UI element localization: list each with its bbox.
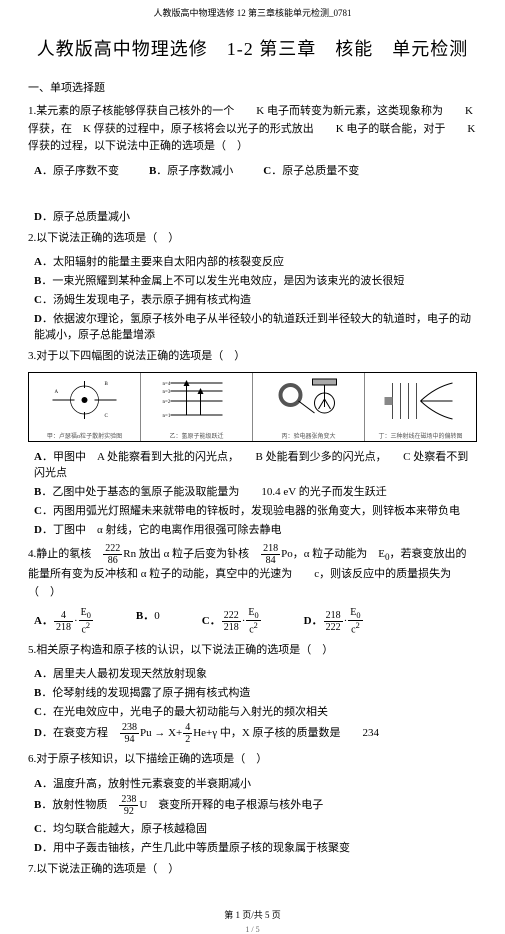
- option: A．太阳辐射的能量主要来自太阳内部的核裂变反应: [34, 253, 477, 269]
- question: 7.以下说法正确的选项是（ ）: [28, 861, 477, 879]
- option-row: A．原子序数不变 B．原子序数减小 C．原子总质量不变 D．原子总质量减小: [34, 162, 477, 224]
- section-heading: 一、单项选择题: [28, 79, 477, 95]
- option: A．甲图中 A 处能察看到大批的闪光点， B 处能看到少多的闪光点， C 处察看…: [34, 448, 477, 480]
- page-footer: 第 1 页/共 5 页: [28, 908, 477, 921]
- panel-caption: 丙：验电器张角变大: [255, 431, 362, 440]
- question: 5.相关原子构造和原子核的认识，以下说法正确的选项是（ ） A．居里夫人最初发现天…: [28, 642, 477, 746]
- svg-text:C: C: [105, 414, 109, 419]
- option: B．乙图中处于基态的氢原子能汲取能量为 10.4 eV 的光子而发生跃迁: [34, 483, 477, 499]
- page-title: 人教版高中物理选修 1-2 第三章 核能 单元检测: [28, 35, 477, 61]
- option: B．0: [136, 607, 160, 635]
- option: D．用中子轰击铀核，产生几此中等质量原子核的现象属于核聚变: [34, 839, 477, 855]
- diagram-panels: A B C 甲：卢瑟福α粒子散射实验图 n=4 n=3 n=2 n=1 乙：氢原…: [28, 372, 477, 442]
- question: 2.以下说法正确的选项是（ ） A．太阳辐射的能量主要来自太阳内部的核裂变反应 B．…: [28, 230, 477, 343]
- option: A．温度升高，放射性元素衰变的半衰期减小: [34, 775, 477, 791]
- question-stem: 5.相关原子构造和原子核的认识，以下说法正确的选项是（ ）: [28, 642, 477, 660]
- svg-text:n=2: n=2: [163, 400, 171, 405]
- option: C．均匀联合能越大，原子核越稳固: [34, 820, 477, 836]
- option: B．伦琴射线的发现揭露了原子拥有核式构造: [34, 684, 477, 700]
- question-stem: 2.以下说法正确的选项是（ ）: [28, 230, 477, 248]
- option: B．放射性物质 23892U 衰变所开释的电子根源与核外电子: [34, 794, 477, 817]
- option: A．4218·E0c2: [34, 607, 94, 635]
- diagram-panel: 丁：三种射线在磁场中的偏转图: [365, 373, 476, 441]
- question-stem: 1.某元素的原子核能够俘获自己核外的一个 K 电子而转变为新元素，这类现象称为 …: [28, 103, 477, 156]
- option: A．原子序数不变: [34, 162, 119, 178]
- svg-text:B: B: [105, 382, 109, 387]
- question: 4.静止的氡核 22286Rn 放出 α 粒子后变为钋核 21884Po，α 粒…: [28, 543, 477, 636]
- option: C．222218·E0c2: [202, 607, 262, 635]
- svg-text:n=4: n=4: [163, 382, 171, 387]
- question-stem: 6.对于原子核知识，以下描绘正确的选项是（ ）: [28, 751, 477, 769]
- document-header: 人教版高中物理选修 12 第三章核能单元检测_0781: [28, 6, 477, 19]
- question-stem: 3.对于以下四幅图的说法正确的选项是（ ）: [28, 348, 477, 366]
- option: D．丁图中 α 射线，它的电离作用很强可除去静电: [34, 521, 477, 537]
- svg-text:A: A: [55, 390, 59, 395]
- diagram-panel: 丙：验电器张角变大: [253, 373, 365, 441]
- panel-caption: 丁：三种射线在磁场中的偏转图: [367, 431, 474, 440]
- option: B．原子序数减小: [149, 162, 233, 178]
- page-footer-sub: 1 / 5: [28, 925, 477, 934]
- diagram-panel: n=4 n=3 n=2 n=1 乙：氢原子能级跃迁: [141, 373, 253, 441]
- panel-caption: 乙：氢原子能级跃迁: [143, 431, 250, 440]
- option: D．218222·E0c2: [304, 607, 364, 635]
- option: A．居里夫人最初发现天然放射现象: [34, 665, 477, 681]
- option: B．一束光照耀到某种金属上不可以发生光电效应，是因为该束光的波长很短: [34, 272, 477, 288]
- svg-text:n=1: n=1: [163, 414, 171, 419]
- question-list: 1.某元素的原子核能够俘获自己核外的一个 K 电子而转变为新元素，这类现象称为 …: [28, 103, 477, 878]
- question-stem: 7.以下说法正确的选项是（ ）: [28, 861, 477, 879]
- option: C．丙图用弧光灯照耀未来就带电的锌板时，发现验电器的张角变大，则锌板本来带负电: [34, 502, 477, 518]
- svg-text:n=3: n=3: [163, 390, 171, 395]
- question: 1.某元素的原子核能够俘获自己核外的一个 K 电子而转变为新元素，这类现象称为 …: [28, 103, 477, 224]
- option: C．在光电效应中，光电子的最大初动能与入射光的频次相关: [34, 703, 477, 719]
- question-stem: 4.静止的氡核 22286Rn 放出 α 粒子后变为钋核 21884Po，α 粒…: [28, 543, 477, 601]
- option: D．依据波尔理论，氢原子核外电子从半径较小的轨道跃迁到半径较大的轨道时，电子的动…: [34, 310, 477, 342]
- option-row: A．4218·E0c2 B．0 C．222218·E0c2 D．218222·E0c2: [34, 607, 477, 635]
- question: 6.对于原子核知识，以下描绘正确的选项是（ ） A．温度升高，放射性元素衰变的半衰…: [28, 751, 477, 855]
- diagram-panel: A B C 甲：卢瑟福α粒子散射实验图: [29, 373, 141, 441]
- option: C．原子总质量不变: [263, 162, 359, 178]
- option: C．汤姆生发现电子，表示原子拥有核式构造: [34, 291, 477, 307]
- question: 3.对于以下四幅图的说法正确的选项是（ ） A B C 甲：卢瑟福α粒子散射实验…: [28, 348, 477, 537]
- option: D．在衰变方程 23894Pu → X+42He+γ 中，X 原子核的质量数是 …: [34, 722, 477, 745]
- option: D．原子总质量减小: [34, 208, 130, 224]
- panel-caption: 甲：卢瑟福α粒子散射实验图: [31, 431, 138, 440]
